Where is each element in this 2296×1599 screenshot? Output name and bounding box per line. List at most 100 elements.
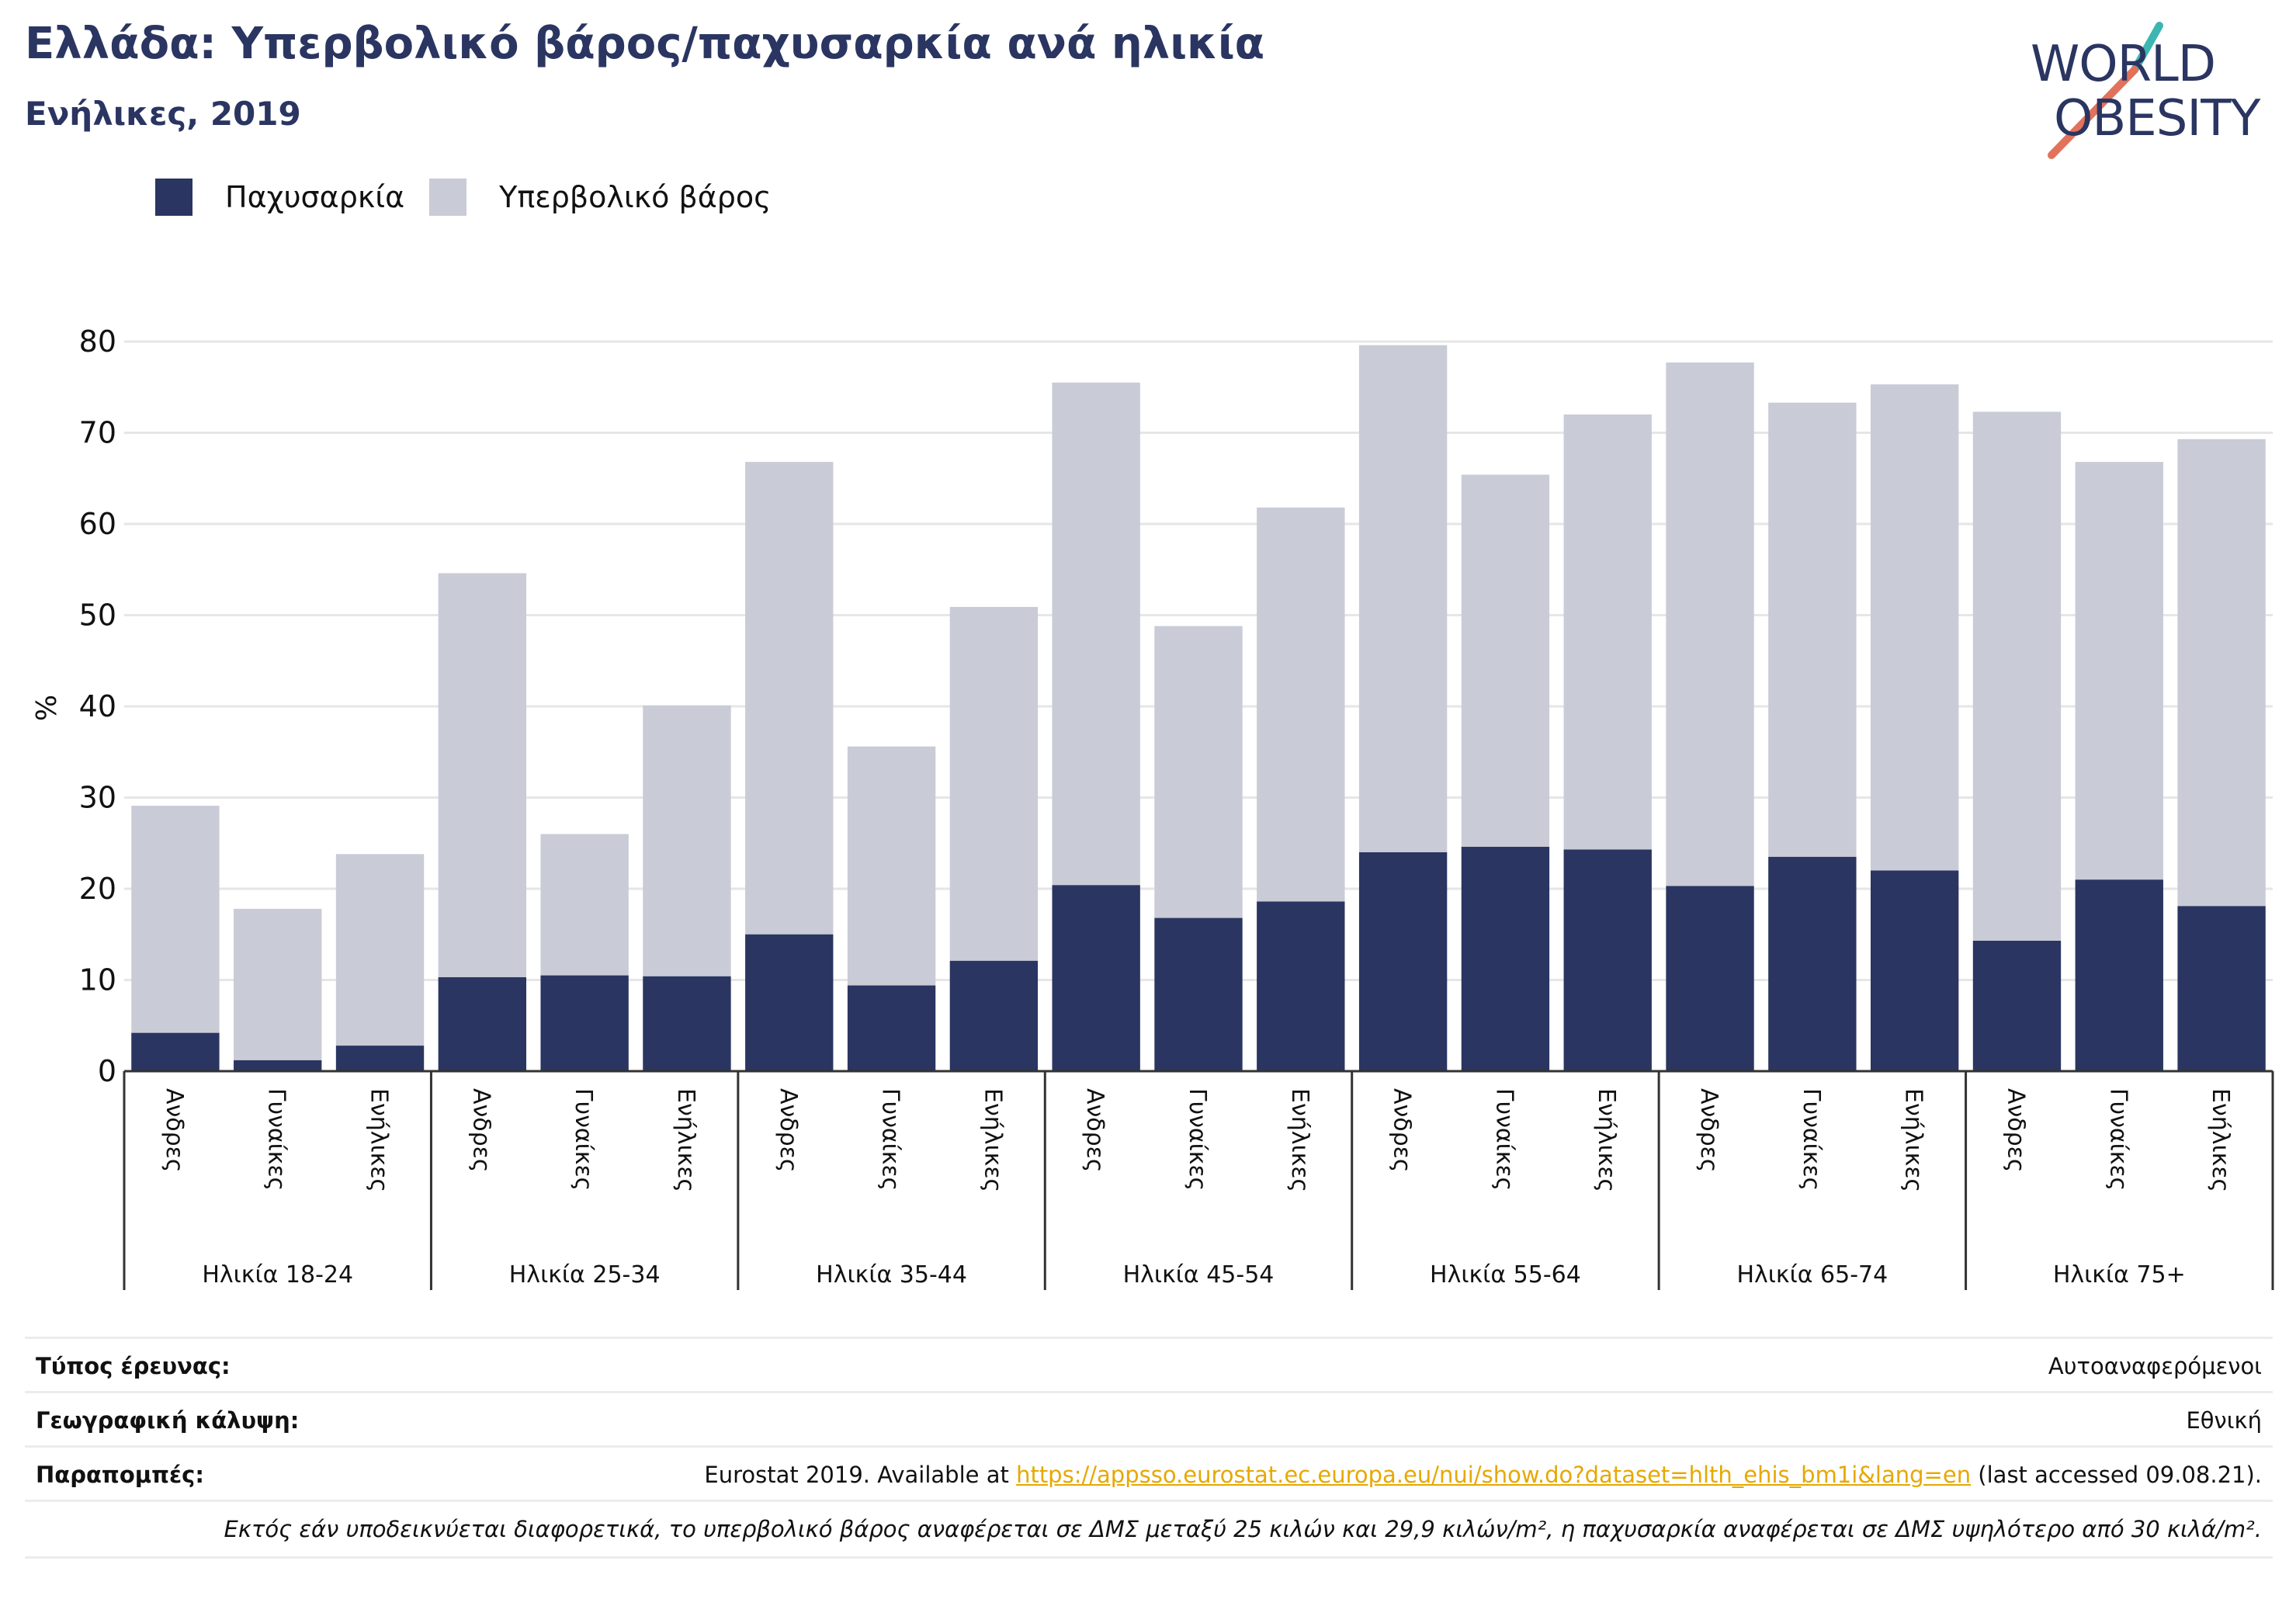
x-sublabel: Ανδρες bbox=[2002, 1088, 2029, 1173]
bar-obesity bbox=[2075, 879, 2163, 1071]
bar-overweight bbox=[1563, 414, 1652, 850]
bar-obesity bbox=[1563, 849, 1652, 1071]
x-sublabel: Ανδρες bbox=[1389, 1088, 1416, 1173]
bar-obesity bbox=[234, 1060, 322, 1071]
chart-subtitle: Ενήλικες, 2019 bbox=[25, 95, 301, 133]
bar-obesity bbox=[1052, 885, 1140, 1071]
y-tick-label: 30 bbox=[79, 781, 116, 815]
x-sublabel: Ανδρες bbox=[161, 1088, 188, 1173]
y-tick-label: 60 bbox=[79, 507, 116, 541]
bar-overweight bbox=[438, 573, 527, 977]
bar-obesity bbox=[949, 960, 1039, 1071]
info-row-references: Παραπομπές: Eurostat 2019. Available at … bbox=[25, 1445, 2273, 1502]
bar-obesity bbox=[1768, 856, 1857, 1071]
bar-overweight bbox=[1870, 384, 1959, 871]
bar-obesity bbox=[745, 934, 834, 1071]
bar-obesity bbox=[847, 985, 936, 1071]
survey-value: Αυτοαναφερόμενοι bbox=[2048, 1353, 2262, 1379]
x-sublabel: Ενήλικες bbox=[1900, 1088, 1927, 1192]
y-axis-label: % bbox=[31, 695, 63, 721]
y-tick-label: 50 bbox=[79, 598, 116, 633]
bar-obesity bbox=[2177, 906, 2266, 1071]
bar-obesity bbox=[1257, 901, 1345, 1071]
logo-word-world: WORLD bbox=[2031, 36, 2216, 93]
y-tick-label: 70 bbox=[79, 416, 116, 450]
x-group-label: Ηλικία 45-54 bbox=[1123, 1261, 1275, 1289]
x-group-label: Ηλικία 25-34 bbox=[509, 1261, 661, 1289]
y-tick-label: 0 bbox=[98, 1054, 116, 1088]
bar-obesity bbox=[131, 1032, 220, 1071]
bar-overweight bbox=[2075, 462, 2163, 880]
x-sublabel: Ενήλικες bbox=[1286, 1088, 1313, 1192]
bar-overweight bbox=[1154, 626, 1243, 918]
x-sublabel: Γυναίκες bbox=[2104, 1088, 2131, 1191]
bar-overweight bbox=[1972, 411, 2062, 941]
y-tick-label: 80 bbox=[79, 324, 116, 359]
bar-overweight bbox=[540, 834, 629, 976]
references-prefix: Eurostat 2019. Available at bbox=[704, 1462, 1017, 1488]
logo-word-obesity: OBESITY bbox=[2054, 90, 2260, 147]
info-row-survey: Τύπος έρευνας: Αυτοαναφερόμενοι bbox=[25, 1337, 2273, 1393]
bar-obesity bbox=[1870, 870, 1959, 1071]
bar-overweight bbox=[335, 854, 425, 1046]
legend-label-obesity: Παχυσαρκία bbox=[225, 180, 405, 214]
bar-overweight bbox=[234, 908, 322, 1060]
bar-overweight bbox=[1052, 382, 1140, 886]
bar-obesity bbox=[335, 1046, 425, 1071]
x-sublabel: Γυναίκες bbox=[1184, 1088, 1211, 1191]
x-sublabel: Ενήλικες bbox=[672, 1088, 699, 1192]
x-sublabel: Ανδρες bbox=[467, 1088, 494, 1173]
bar-obesity bbox=[1154, 917, 1243, 1071]
references-label: Παραπομπές: bbox=[36, 1462, 204, 1488]
bar-obesity bbox=[1358, 852, 1448, 1071]
bar-overweight bbox=[131, 806, 220, 1033]
bar-obesity bbox=[1972, 940, 2062, 1071]
legend-label-overweight: Υπερβολικό βάρος bbox=[499, 180, 772, 214]
bar-obesity bbox=[1666, 886, 1754, 1071]
references-value: Eurostat 2019. Available at https://apps… bbox=[704, 1462, 2273, 1488]
x-sublabel: Ενήλικες bbox=[1593, 1088, 1620, 1192]
stacked-bar-chart: 0 10 20 30 40 50 60 70 80% Ανδρες Γυναίκες Ενήλικες… bbox=[31, 324, 2274, 1290]
x-sublabel: Ενήλικες bbox=[2207, 1088, 2234, 1192]
references-suffix: (last accessed 09.08.21). bbox=[1971, 1462, 2262, 1488]
bar-obesity bbox=[540, 975, 629, 1071]
bar-obesity bbox=[438, 976, 527, 1071]
legend: Παχυσαρκία Υπερβολικό βάρος bbox=[155, 179, 796, 216]
bar-overweight bbox=[1257, 507, 1345, 902]
x-group-label: Ηλικία 55-64 bbox=[1430, 1261, 1581, 1289]
survey-label: Τύπος έρευνας: bbox=[36, 1353, 231, 1379]
bar-overweight bbox=[2177, 439, 2266, 907]
coverage-value: Εθνική bbox=[2186, 1407, 2262, 1434]
bar-overweight bbox=[949, 606, 1039, 961]
bar-overweight bbox=[1666, 362, 1754, 886]
x-sublabel: Ενήλικες bbox=[979, 1088, 1006, 1192]
x-sublabel: Ανδρες bbox=[1695, 1088, 1722, 1173]
bar-overweight bbox=[1461, 474, 1550, 847]
x-group-label: Ηλικία 75+ bbox=[2053, 1261, 2186, 1289]
bar-obesity bbox=[1461, 846, 1550, 1071]
logo-slash-icon bbox=[2048, 22, 2163, 159]
y-tick-label: 40 bbox=[79, 689, 116, 723]
y-tick-label: 10 bbox=[79, 963, 116, 997]
x-group-label: Ηλικία 65-74 bbox=[1736, 1261, 1888, 1289]
x-sublabel: Ενήλικες bbox=[366, 1088, 393, 1192]
bar-obesity bbox=[643, 976, 731, 1071]
legend-swatch-obesity bbox=[155, 179, 192, 216]
legend-item-overweight: Υπερβολικό βάρος bbox=[429, 179, 771, 216]
x-sublabel: Γυναίκες bbox=[263, 1088, 290, 1191]
bar-overweight bbox=[745, 462, 834, 935]
bar-overweight bbox=[1358, 345, 1448, 852]
bar-overweight bbox=[643, 705, 731, 976]
references-link[interactable]: https://appsso.eurostat.ec.europa.eu/nui… bbox=[1016, 1462, 1972, 1488]
x-group-label: Ηλικία 18-24 bbox=[202, 1261, 353, 1289]
x-sublabel: Γυναίκες bbox=[570, 1088, 597, 1191]
y-tick-label: 20 bbox=[79, 872, 116, 906]
info-row-coverage: Γεωγραφική κάλυψη: Εθνική bbox=[25, 1391, 2273, 1448]
x-sublabel: Γυναίκες bbox=[1798, 1088, 1825, 1191]
coverage-label: Γεωγραφική κάλυψη: bbox=[36, 1407, 300, 1434]
x-sublabel: Γυναίκες bbox=[877, 1088, 904, 1191]
legend-swatch-overweight bbox=[429, 179, 467, 216]
info-row-note: Εκτός εάν υποδεικνύεται διαφορετικά, το … bbox=[25, 1500, 2273, 1559]
legend-item-obesity: Παχυσαρκία bbox=[155, 179, 404, 216]
x-sublabel: Ανδρες bbox=[1081, 1088, 1108, 1173]
